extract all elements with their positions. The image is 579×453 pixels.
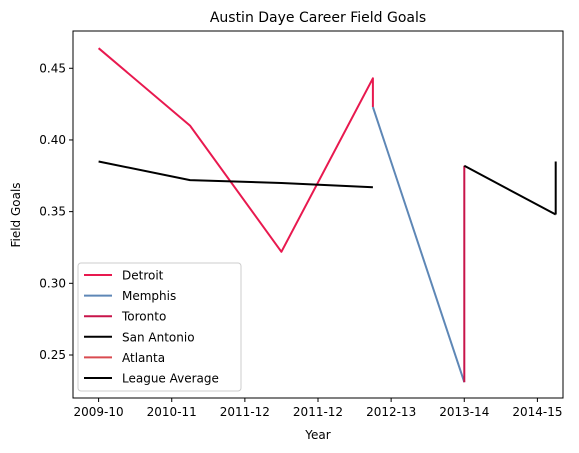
legend-box — [77, 262, 242, 392]
y-tick-label: 0.30 — [39, 276, 66, 290]
legend-label: League Average — [122, 372, 219, 386]
legend-label: Toronto — [121, 310, 166, 324]
legend: Detroit Memphis Toronto San Antonio Atlanta L… — [77, 262, 242, 392]
legend-label: Atlanta — [122, 351, 165, 365]
legend-label: Detroit — [122, 269, 164, 283]
y-tick-label: 0.40 — [39, 133, 66, 147]
chart-title: Austin Daye Career Field Goals — [210, 10, 426, 26]
y-tick-label: 0.35 — [39, 205, 66, 219]
x-tick-label: 2014-15 — [512, 405, 562, 419]
x-tick-label: 2012-13 — [366, 405, 416, 419]
axes-layer: 2009-10 2010-11 2011-12 2011-12 2012-13 2013-… — [39, 30, 564, 419]
y-tick-label: 0.45 — [39, 61, 66, 75]
x-tick-label: 2011-12 — [220, 405, 270, 419]
x-tick-label: 2011-12 — [293, 405, 343, 419]
series-layer — [97, 47, 557, 383]
legend-label: San Antonio — [122, 330, 195, 344]
series-line-memphis — [371, 106, 466, 383]
series-line-san-antonio — [463, 164, 557, 216]
series-line-detroit — [97, 47, 374, 253]
y-axis-label: Field Goals — [9, 182, 23, 247]
series-line-league-average — [98, 160, 557, 215]
x-axis-label: Year — [304, 428, 330, 442]
legend-label: Memphis — [122, 289, 176, 303]
x-tick-label: 2009-10 — [74, 405, 124, 419]
x-tick-label: 2013-14 — [439, 405, 489, 419]
y-tick-label: 0.25 — [39, 348, 66, 362]
x-tick-label: 2010-11 — [147, 405, 197, 419]
